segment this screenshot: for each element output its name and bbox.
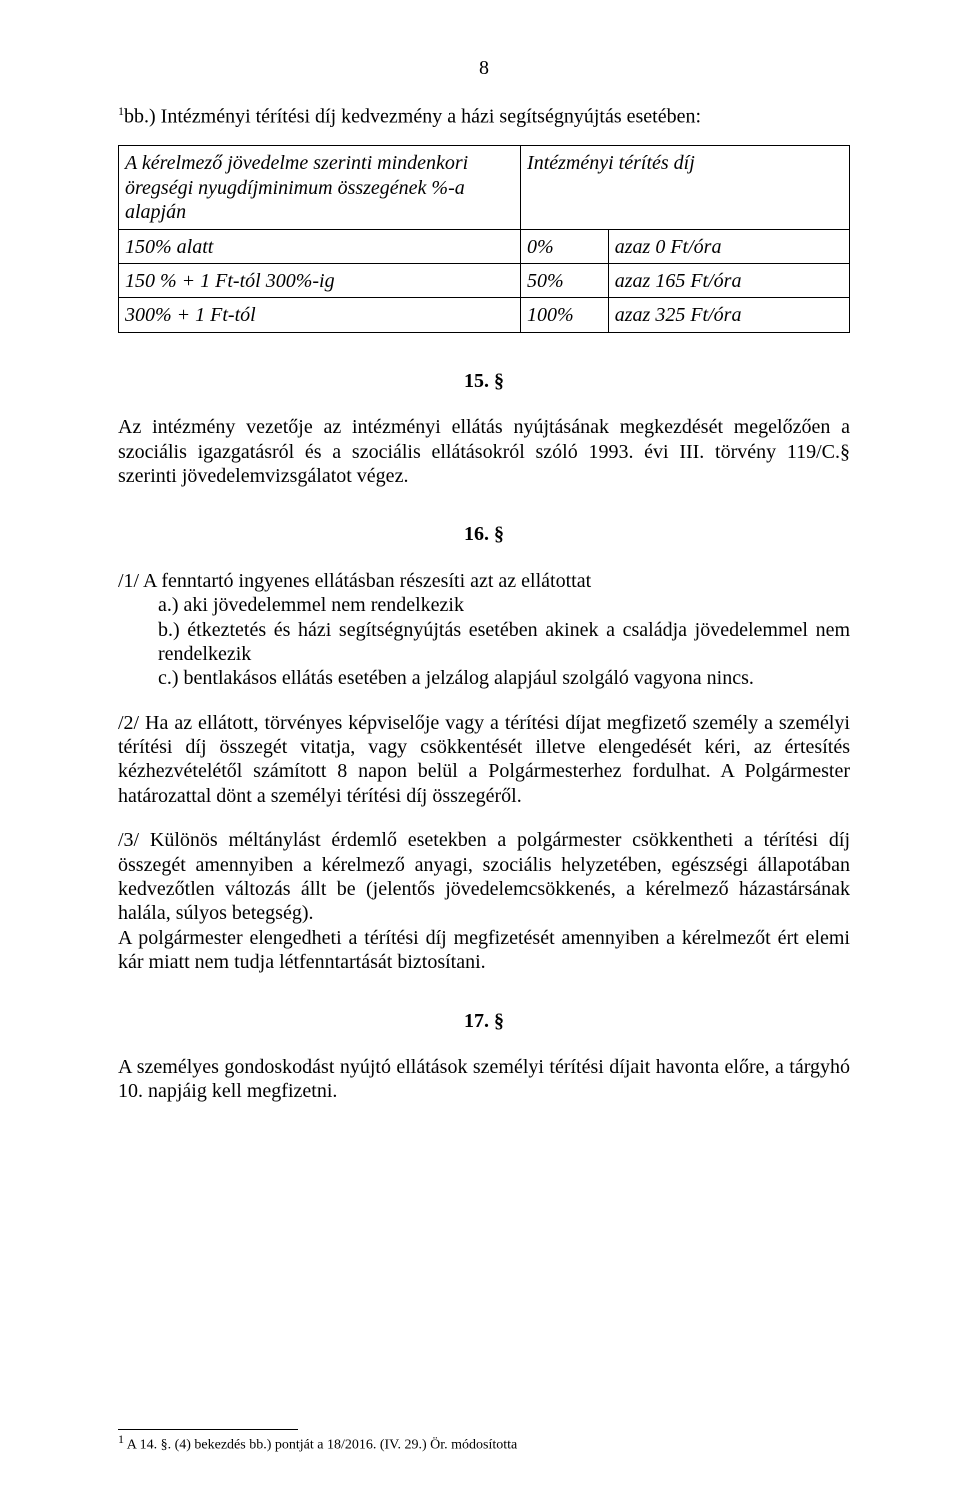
footnote-area: 1 A 14. §. (4) bekezdés bb.) pontját a 1…: [118, 1429, 850, 1454]
table-cell: azaz 0 Ft/óra: [608, 229, 849, 263]
table-header-left: A kérelmező jövedelme szerinti mindenkor…: [119, 146, 521, 229]
section-15-number: 15. §: [118, 369, 850, 393]
list-item: a.) aki jövedelemmel nem rendelkezik: [158, 593, 850, 617]
footnote-rule: [118, 1429, 298, 1430]
table-row: 150% alatt 0% azaz 0 Ft/óra: [119, 229, 850, 263]
table-cell: azaz 325 Ft/óra: [608, 298, 849, 332]
page: 8 1bb.) Intézményi térítési díj kedvezmé…: [0, 0, 960, 1496]
table-cell: 150% alatt: [119, 229, 521, 263]
footnote-text: A 14. §. (4) bekezdés bb.) pontját a 18/…: [124, 1438, 517, 1453]
footnote: 1 A 14. §. (4) bekezdés bb.) pontját a 1…: [118, 1432, 850, 1454]
section-15-text: Az intézmény vezetője az intézményi ellá…: [118, 415, 850, 488]
table-row: 150 % + 1 Ft-tól 300%-ig 50% azaz 165 Ft…: [119, 264, 850, 298]
table-header-row: A kérelmező jövedelme szerinti mindenkor…: [119, 146, 850, 229]
list-item: c.) bentlakásos ellátás esetében a jelzá…: [158, 666, 850, 690]
section-16-p3b: A polgármester elengedheti a térítési dí…: [118, 926, 850, 975]
fee-table: A kérelmező jövedelme szerinti mindenkor…: [118, 145, 850, 332]
heading-bb: 1bb.) Intézményi térítési díj kedvezmény…: [118, 104, 850, 129]
heading-bb-text: bb.) Intézményi térítési díj kedvezmény …: [124, 106, 701, 128]
section-16-p1-list: a.) aki jövedelemmel nem rendelkezik b.)…: [158, 593, 850, 691]
table-header-right: Intézményi térítés díj: [521, 146, 850, 229]
section-17-text: A személyes gondoskodást nyújtó ellátáso…: [118, 1055, 850, 1104]
table-cell: 50%: [521, 264, 609, 298]
section-16-p1-lead: /1/ A fenntartó ingyenes ellátásban rész…: [118, 569, 850, 593]
section-17-number: 17. §: [118, 1009, 850, 1033]
section-16-p3a: /3/ Különös méltánylást érdemlő esetekbe…: [118, 828, 850, 926]
table-cell: azaz 165 Ft/óra: [608, 264, 849, 298]
table-cell: 0%: [521, 229, 609, 263]
section-16-number: 16. §: [118, 522, 850, 546]
section-16-p2: /2/ Ha az ellátott, törvényes képviselőj…: [118, 711, 850, 809]
table-cell: 150 % + 1 Ft-tól 300%-ig: [119, 264, 521, 298]
table-cell: 300% + 1 Ft-tól: [119, 298, 521, 332]
table-cell: 100%: [521, 298, 609, 332]
table-row: 300% + 1 Ft-tól 100% azaz 325 Ft/óra: [119, 298, 850, 332]
list-item: b.) étkeztetés és házi segítségnyújtás e…: [158, 618, 850, 667]
page-number: 8: [118, 56, 850, 80]
